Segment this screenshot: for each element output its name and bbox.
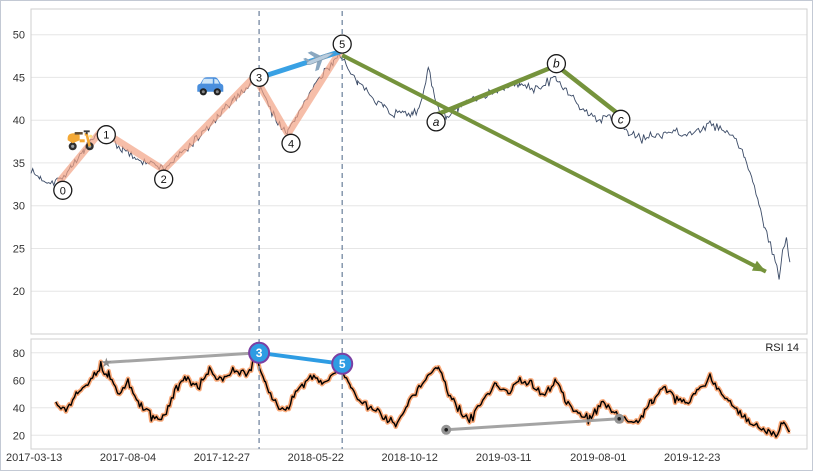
- wave-marker-text: 0: [60, 185, 66, 197]
- wave-marker-5: 5: [332, 34, 352, 54]
- wave-marker-circle: [332, 34, 352, 54]
- rsi-period-label: RSI 14: [765, 342, 799, 354]
- wave-marker-text: a: [433, 115, 440, 129]
- wave-marker-circle: [249, 67, 269, 88]
- wave-marker-b: b: [546, 54, 567, 74]
- scooter-icon: [67, 130, 94, 151]
- wave-marker-2: 2: [154, 169, 174, 189]
- rsi-chart-svg: 80 60 40 20 ★ 3 5 RSI 14: [13, 338, 808, 450]
- wave-marker-text: 4: [288, 138, 294, 150]
- scooter-art: [67, 130, 94, 151]
- rsi-badge-text: 3: [256, 346, 263, 360]
- wave-marker-text: 5: [339, 39, 345, 51]
- price-axis-tick-label: 20: [13, 286, 25, 298]
- wave-marker-text: c: [618, 112, 624, 126]
- wave-marker-circle: [546, 54, 567, 74]
- wave-marker-text: b: [553, 57, 560, 71]
- rsi-lower-trendline: [444, 417, 621, 432]
- price-axis-tick-label: 45: [13, 72, 25, 84]
- abc-correction-line: [435, 63, 624, 119]
- x-axis-tick-label: 2018-10-12: [381, 452, 438, 464]
- rsi-upper-trendline: [104, 351, 261, 364]
- rsi-axis-tick-label: 80: [13, 348, 25, 360]
- wave-marker-circle: [154, 169, 174, 189]
- airplane-art: [303, 51, 334, 72]
- x-axis-labels: 2017-03-13 2017-08-04 2017-12-27 2018-05-22…: [1, 452, 813, 468]
- rsi-panel: 80 60 40 20 ★ 3 5 RSI 14: [1, 337, 813, 451]
- dot-marker-inner: [444, 428, 449, 432]
- wave-marker-circle: [426, 112, 446, 132]
- rsi-grid: 80 60 40 20: [13, 338, 808, 450]
- projection-arrowhead: [751, 260, 766, 272]
- wave-marker-circle: [96, 125, 116, 145]
- x-axis-tick-label: 2019-08-01: [570, 452, 627, 464]
- wave-marker-text: 1: [103, 130, 109, 142]
- x-axis-tick-label: 2017-12-27: [193, 452, 251, 464]
- wave-marker-4: 4: [281, 133, 301, 153]
- dot-marker-inner: [617, 417, 621, 421]
- wave-marker-a: a: [426, 112, 446, 132]
- rsi-panel-border: [30, 338, 808, 450]
- star-marker-icon: ★: [100, 355, 112, 370]
- wave-marker-circle: [53, 180, 73, 200]
- rsi-badge-circle: [248, 341, 271, 364]
- rsi-wave-badge-5: 5: [331, 352, 354, 375]
- price-axis-tick-label: 40: [13, 115, 25, 127]
- wave-overlay-lines: [57, 11, 767, 334]
- price-axis-tick-label: 35: [13, 158, 25, 170]
- rsi-three-to-five-blue-line: [257, 350, 345, 366]
- wave-marker-0: 0: [53, 180, 73, 200]
- price-axis-tick-label: 50: [13, 30, 25, 42]
- price-axis-tick-label: 25: [13, 244, 25, 256]
- x-axis-tick-label: 2018-05-22: [287, 452, 344, 464]
- rsi-line: [55, 358, 791, 438]
- price-line: [30, 51, 791, 280]
- rsi-axis-tick-label: 20: [13, 430, 25, 442]
- x-axis-tick-label: 2017-08-04: [99, 452, 157, 464]
- wave-marker-c: c: [611, 109, 631, 129]
- price-series: [30, 51, 791, 280]
- rsi-overlay-lines: ★ 3 5: [100, 339, 625, 449]
- wave-marker-circle: [281, 133, 301, 153]
- impulse-wave-line: [57, 48, 344, 184]
- rsi-series: [53, 357, 792, 440]
- projection-arrow-line: [341, 53, 767, 274]
- wave-marker-1: 1: [96, 125, 116, 145]
- rsi-badge-text: 5: [339, 357, 346, 371]
- car-art: [197, 77, 224, 96]
- x-axis-tick-label: 2019-12-23: [664, 452, 721, 464]
- price-panel: 50 45 40 35 30 25 20: [1, 1, 813, 337]
- rsi-wave-badge-3: 3: [248, 341, 271, 364]
- wave-marker-text: 3: [256, 72, 262, 84]
- rsi-axis-tick-label: 60: [13, 375, 25, 387]
- price-axis-tick-label: 30: [13, 201, 25, 213]
- price-panel-border: [30, 8, 808, 335]
- car-icon: [197, 77, 224, 96]
- x-axis-tick-label: 2017-03-13: [5, 452, 63, 464]
- wave-marker-text: 2: [161, 174, 167, 186]
- wave-marker-3: 3: [249, 67, 269, 88]
- rsi-axis-tick-label: 40: [13, 403, 25, 415]
- wave-labels: 0 1 2 3 4 5 a b c: [53, 34, 631, 200]
- rsi-badge-circle: [331, 352, 354, 375]
- airplane-icon: [303, 51, 334, 72]
- wave-marker-circle: [611, 109, 631, 129]
- x-axis-tick-label: 2019-03-11: [475, 452, 532, 464]
